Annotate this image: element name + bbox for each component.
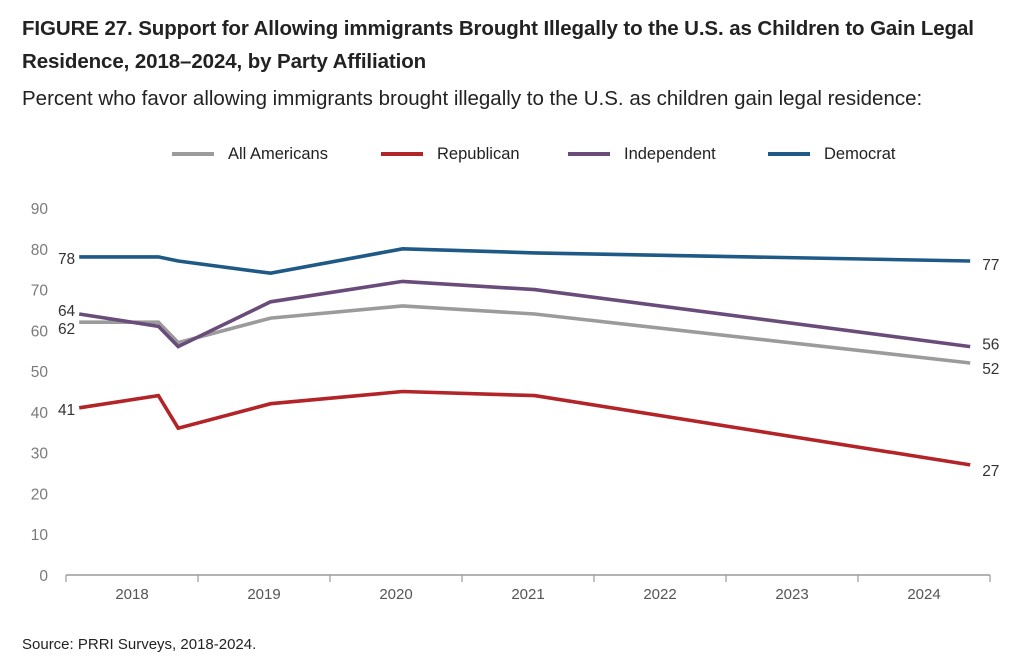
y-tick-label: 50 — [31, 364, 49, 381]
y-tick-label: 60 — [31, 323, 49, 340]
series-line-republican — [78, 389, 971, 467]
x-tick-label: 2018 — [115, 586, 148, 603]
legend-label-democrat: Democrat — [824, 144, 896, 163]
legend-item-republican: Republican — [381, 141, 520, 167]
start-label-republican: 41 — [58, 402, 75, 419]
x-tick-label: 2021 — [511, 586, 544, 603]
y-tick-label: 90 — [31, 201, 49, 218]
series-line-independent — [78, 279, 971, 349]
y-tick-label: 80 — [31, 242, 49, 259]
x-tick-label: 2023 — [775, 586, 808, 603]
series-line-democrat — [79, 246, 971, 276]
y-tick-label: 40 — [31, 405, 49, 422]
y-tick-label: 30 — [31, 446, 49, 463]
x-tick-label: 2019 — [247, 586, 280, 603]
y-tick-label: 0 — [39, 568, 48, 585]
x-tick-label: 2022 — [643, 586, 676, 603]
y-tick-label: 20 — [31, 486, 49, 503]
chart-title: FIGURE 27. Support for Allowing immigran… — [22, 17, 974, 73]
legend-label-independent: Independent — [624, 144, 716, 163]
legend-swatch-independent — [568, 152, 610, 156]
legend-item-all-americans: All Americans — [172, 141, 328, 167]
legend-swatch-republican — [381, 152, 423, 156]
start-label-all-americans: 62 — [58, 321, 75, 338]
legend-label-all-americans: All Americans — [228, 144, 328, 163]
legend-swatch-democrat — [768, 152, 810, 156]
source-note: Source: PRRI Surveys, 2018-2024. — [22, 636, 257, 653]
start-label-independent: 64 — [58, 303, 76, 320]
y-tick-label: 70 — [31, 283, 49, 300]
end-label-democrat: 77 — [982, 257, 999, 274]
end-label-independent: 56 — [982, 337, 999, 354]
end-label-all-americans: 52 — [982, 361, 999, 378]
chart-subtitle: Percent who favor allowing immigrants br… — [22, 87, 923, 110]
legend-item-independent: Independent — [568, 141, 716, 167]
end-label-republican: 27 — [982, 463, 999, 480]
start-label-democrat: 78 — [58, 251, 75, 268]
x-tick-label: 2024 — [907, 586, 940, 603]
legend-swatch-all-americans — [172, 152, 214, 156]
legend: All Americans Republican Independent Dem… — [0, 141, 1024, 167]
legend-item-democrat: Democrat — [768, 141, 896, 167]
series-line-all-americans — [79, 304, 971, 365]
y-tick-label: 10 — [31, 527, 49, 544]
legend-label-republican: Republican — [437, 144, 520, 163]
x-tick-label: 2020 — [379, 586, 412, 603]
